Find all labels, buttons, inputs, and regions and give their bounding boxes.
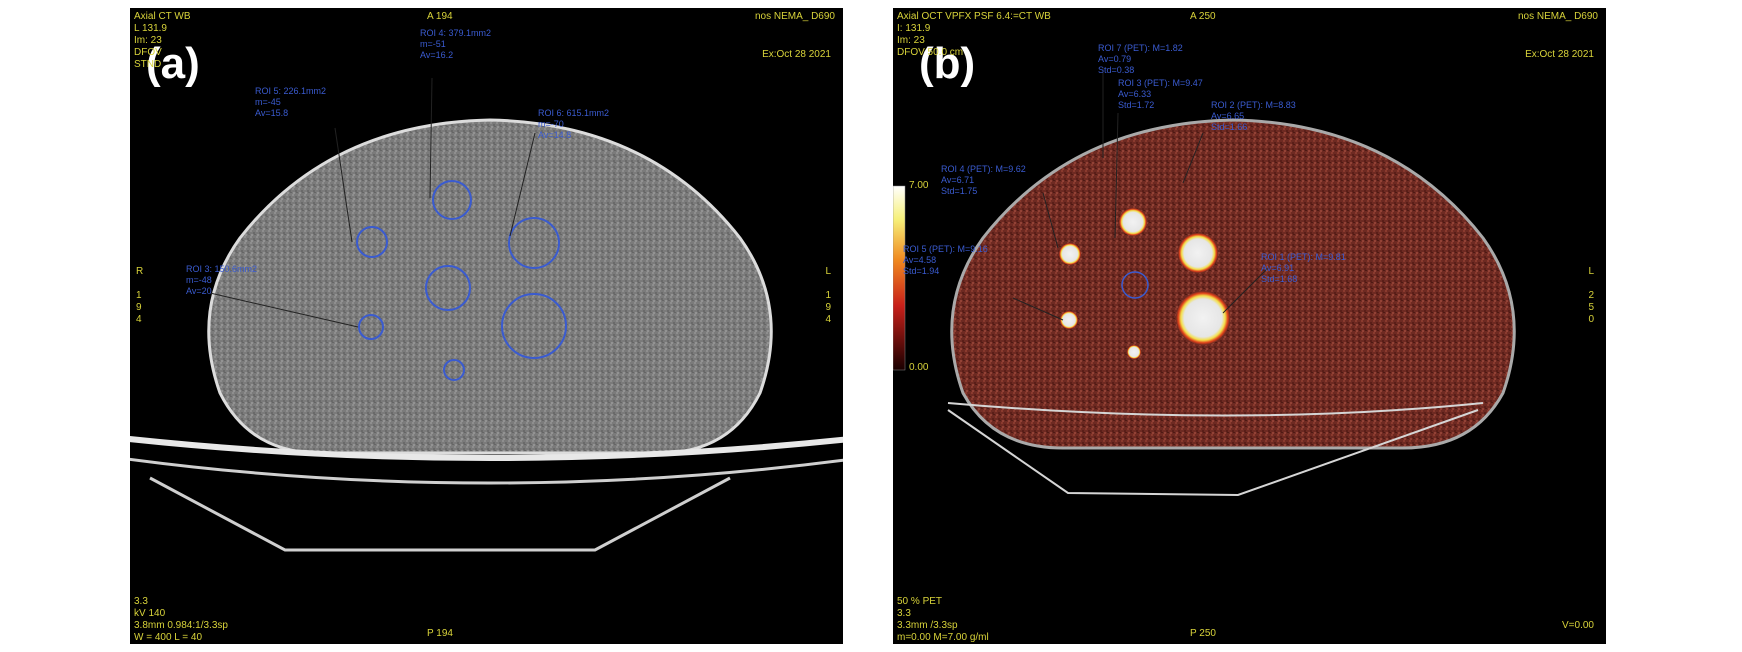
left-orientation-marker: R 1 9 4	[136, 266, 144, 325]
roi-label-6[interactable]: ROI 6: 615.1mm2 m=-70 Av=14.8	[538, 108, 610, 140]
series-description: nos NEMA_ D690	[754, 11, 835, 22]
panel-label-a: (a)	[146, 39, 200, 88]
phantom-body	[207, 118, 773, 455]
roi-label-5-pet[interactable]: ROI 5 (PET): M=9.16 Av=4.58 Std=1.94	[903, 244, 988, 276]
roi-label-7-pet[interactable]: ROI 7 (PET): M=1.82 Av=0.79 Std=0.38	[1098, 43, 1183, 75]
colorbar-max-label: 7.00	[909, 180, 929, 191]
series-description: nos NEMA_ D690	[1517, 11, 1598, 22]
bottom-left-info: 3.3 kV 140 3.8mm 0.984:1/3.3sp W = 400 L…	[134, 596, 228, 643]
roi-label-4-pet[interactable]: ROI 4 (PET): M=9.62 Av=6.71 Std=1.75	[941, 164, 1026, 196]
top-left-info: Axial OCT VPFX PSF 6.4:=CT WB I: 131.9 I…	[897, 11, 1051, 58]
right-orientation-marker: L 1 9 4	[825, 266, 831, 325]
orientation-anterior: A 194	[427, 11, 453, 22]
exam-date: Ex:Oct 28 2021	[762, 49, 831, 60]
roi-label-1-pet[interactable]: ROI 1 (PET): M=9.81 Av=6.91 Std=1.68	[1261, 252, 1346, 284]
pet-ct-fusion-viewport-panel[interactable]: (b) Axial OCT VPFX PSF 6.4:=CT WB I: 131…	[893, 8, 1606, 644]
orientation-anterior: A 250	[1190, 11, 1216, 22]
bottom-left-info: 50 % PET 3.3 3.3mm /3.3sp m=0.00 M=7.00 …	[897, 596, 989, 643]
colorbar	[893, 185, 906, 371]
panel-label-b: (b)	[919, 39, 976, 88]
roi-label-5[interactable]: ROI 5: 226.1mm2 m=-45 Av=15.8	[255, 86, 327, 118]
top-left-info: Axial CT WB L 131.9 Im: 23 DFOV STND	[134, 11, 191, 70]
exam-date: Ex:Oct 28 2021	[1525, 49, 1594, 60]
roi-label-3-pet[interactable]: ROI 3 (PET): M=9.47 Av=6.33 Std=1.72	[1118, 78, 1203, 110]
ct-scan-image	[130, 77, 843, 552]
ct-viewport-panel[interactable]: (a) Axial CT WB L 131.9 Im: 23 DFOV STND…	[130, 8, 843, 644]
roi-label-2-pet[interactable]: ROI 2 (PET): M=8.83 Av=6.65 Std=1.66	[1211, 100, 1296, 132]
roi-label-3[interactable]: ROI 3: 150.6mm2 m=-48 Av=20	[186, 264, 258, 296]
right-orientation-marker: L 2 5 0	[1588, 266, 1594, 325]
orientation-posterior: P 250	[1190, 628, 1216, 639]
colorbar-min-label: 0.00	[909, 362, 929, 373]
orientation-posterior: P 194	[427, 628, 453, 639]
pet-ct-fusion-image	[893, 68, 1516, 497]
roi-label-4[interactable]: ROI 4: 379.1mm2 m=-51 Av=16.2	[420, 28, 492, 60]
phantom-body	[950, 118, 1516, 450]
value-readout: V=0.00	[1562, 620, 1594, 631]
